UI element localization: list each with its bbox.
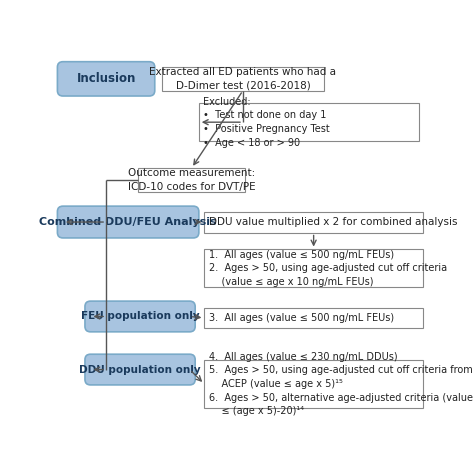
Text: FEU population only: FEU population only	[81, 311, 200, 321]
FancyBboxPatch shape	[204, 250, 423, 287]
Text: DDU population only: DDU population only	[79, 364, 201, 375]
FancyBboxPatch shape	[57, 206, 199, 238]
FancyBboxPatch shape	[138, 168, 245, 192]
Text: Combined DDU/FEU Analysis: Combined DDU/FEU Analysis	[39, 217, 217, 227]
FancyBboxPatch shape	[85, 354, 195, 385]
Text: 4.  All ages (value ≤ 230 ng/mL DDUs)
5.  Ages > 50, using age-adjusted cut off : 4. All ages (value ≤ 230 ng/mL DDUs) 5. …	[209, 352, 473, 416]
Text: Extracted all ED patients who had a
D-Dimer test (2016-2018): Extracted all ED patients who had a D-Di…	[149, 67, 337, 91]
Text: 3.  All ages (value ≤ 500 ng/mL FEUs): 3. All ages (value ≤ 500 ng/mL FEUs)	[209, 313, 394, 323]
FancyBboxPatch shape	[199, 103, 419, 141]
Text: Excluded:
•  Test not done on day 1
•  Positive Pregnancy Test
•  Age < 18 or > : Excluded: • Test not done on day 1 • Pos…	[203, 97, 330, 148]
FancyBboxPatch shape	[204, 212, 423, 233]
Text: 1.  All ages (value ≤ 500 ng/mL FEUs)
2.  Ages > 50, using age-adjusted cut off : 1. All ages (value ≤ 500 ng/mL FEUs) 2. …	[209, 250, 447, 287]
FancyBboxPatch shape	[85, 301, 195, 332]
FancyBboxPatch shape	[57, 62, 155, 96]
FancyBboxPatch shape	[162, 67, 324, 91]
Text: DDU value multiplied x 2 for combined analysis: DDU value multiplied x 2 for combined an…	[209, 217, 457, 227]
Text: Inclusion: Inclusion	[76, 72, 136, 85]
Text: Outcome measurement:
ICD-10 codes for DVT/PE: Outcome measurement: ICD-10 codes for DV…	[128, 168, 255, 192]
FancyBboxPatch shape	[204, 360, 423, 408]
FancyBboxPatch shape	[204, 308, 423, 328]
